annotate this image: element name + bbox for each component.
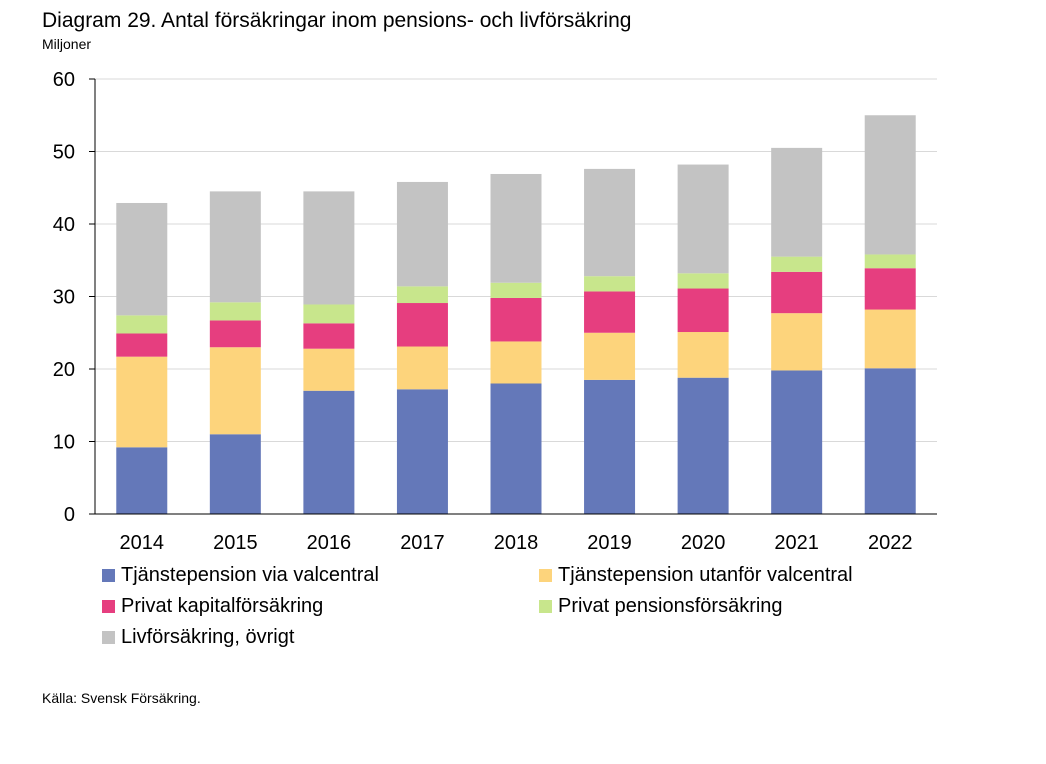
x-tick-label: 2021 bbox=[774, 532, 819, 554]
bar-segment-2021-s0 bbox=[771, 370, 823, 514]
bar-segment-2015-s1 bbox=[209, 347, 261, 435]
x-tick-label: 2020 bbox=[681, 532, 726, 554]
source-note: Källa: Svensk Försäkring. bbox=[42, 690, 201, 706]
bar-segment-2020-s0 bbox=[677, 377, 729, 514]
bar-segment-2016-s1 bbox=[303, 348, 355, 391]
legend-swatch bbox=[539, 600, 552, 613]
bar-segment-2017-s3 bbox=[396, 286, 448, 304]
y-axis-unit-label: Miljoner bbox=[42, 36, 92, 52]
bar-segment-2022-s3 bbox=[864, 254, 916, 269]
bar-segment-2020-s3 bbox=[677, 273, 729, 289]
bar-segment-2017-s4 bbox=[396, 181, 448, 287]
stacked-bar-chart: 0 10 20 30 40 50 60 2014 2015 2016 2017 2018 2019 202… bbox=[53, 69, 937, 554]
legend-label: Livförsäkring, övrigt bbox=[121, 626, 295, 648]
bar-segment-2014-s0 bbox=[116, 447, 168, 514]
legend-item: Livförsäkring, övrigt bbox=[102, 626, 294, 649]
y-tick-label: 60 bbox=[53, 69, 75, 91]
bar-segment-2019-s2 bbox=[584, 291, 636, 333]
legend-item: Privat kapitalförsäkring bbox=[102, 595, 323, 618]
legend-item: Tjänstepension utanför valcentral bbox=[539, 564, 853, 587]
x-tick-label: 2019 bbox=[587, 532, 632, 554]
bar-segment-2015-s2 bbox=[209, 320, 261, 348]
bar-segment-2018-s4 bbox=[490, 173, 542, 283]
bar-segment-2016-s2 bbox=[303, 323, 355, 349]
bar-segment-2016-s0 bbox=[303, 390, 355, 514]
bar-segment-2014-s2 bbox=[116, 333, 168, 357]
bar-segment-2020-s1 bbox=[677, 332, 729, 378]
bar-segment-2015-s0 bbox=[209, 434, 261, 514]
bar-segment-2022-s4 bbox=[864, 115, 916, 255]
y-tick-label: 20 bbox=[53, 359, 75, 381]
bar-segment-2019-s0 bbox=[584, 379, 636, 514]
bar-segment-2022-s2 bbox=[864, 268, 916, 310]
bar-segment-2014-s4 bbox=[116, 202, 168, 316]
axes bbox=[89, 78, 937, 515]
bar-segment-2021-s2 bbox=[771, 271, 823, 314]
bar-segment-2021-s3 bbox=[771, 256, 823, 272]
legend-label: Tjänstepension via valcentral bbox=[121, 564, 379, 586]
bar-segment-2017-s2 bbox=[396, 303, 448, 347]
y-tick-label: 0 bbox=[64, 504, 75, 526]
legend-label: Privat pensionsförsäkring bbox=[558, 595, 783, 617]
bar-segment-2019-s3 bbox=[584, 276, 636, 292]
legend-label: Privat kapitalförsäkring bbox=[121, 595, 324, 617]
bars bbox=[116, 115, 916, 514]
y-tick-label: 10 bbox=[53, 432, 75, 454]
legend-item: Privat pensionsförsäkring bbox=[539, 595, 783, 618]
bar-segment-2017-s0 bbox=[396, 389, 448, 514]
x-tick-label: 2015 bbox=[213, 532, 258, 554]
bar-segment-2018-s1 bbox=[490, 341, 542, 384]
y-tick-label: 50 bbox=[53, 142, 75, 164]
bar-segment-2017-s1 bbox=[396, 346, 448, 390]
y-tick-label: 30 bbox=[53, 287, 75, 309]
legend-swatch bbox=[102, 631, 115, 644]
y-tick-label: 40 bbox=[53, 214, 75, 236]
bar-segment-2018-s0 bbox=[490, 383, 542, 514]
legend-item: Tjänstepension via valcentral bbox=[102, 564, 379, 587]
bar-segment-2016-s3 bbox=[303, 304, 355, 324]
bar-segment-2020-s2 bbox=[677, 288, 729, 333]
bar-segment-2015-s4 bbox=[209, 191, 261, 303]
x-tick-label: 2022 bbox=[868, 532, 913, 554]
bar-segment-2019-s1 bbox=[584, 332, 636, 380]
x-tick-label: 2018 bbox=[494, 532, 539, 554]
bar-segment-2014-s1 bbox=[116, 356, 168, 448]
bar-segment-2018-s2 bbox=[490, 297, 542, 342]
x-tick-label: 2014 bbox=[120, 532, 165, 554]
legend-swatch bbox=[539, 569, 552, 582]
bar-segment-2022-s1 bbox=[864, 309, 916, 369]
bar-segment-2020-s4 bbox=[677, 164, 729, 274]
legend-swatch bbox=[102, 600, 115, 613]
bar-segment-2021-s4 bbox=[771, 147, 823, 257]
bar-segment-2015-s3 bbox=[209, 302, 261, 321]
x-tick-label: 2017 bbox=[400, 532, 445, 554]
x-tick-label: 2016 bbox=[307, 532, 352, 554]
bar-segment-2022-s0 bbox=[864, 368, 916, 514]
tick-labels: 0 10 20 30 40 50 60 2014 2015 2016 2017 2018 2019 202… bbox=[53, 69, 913, 554]
bar-segment-2016-s4 bbox=[303, 191, 355, 305]
bar-segment-2014-s3 bbox=[116, 315, 168, 334]
legend-label: Tjänstepension utanför valcentral bbox=[558, 564, 853, 586]
chart-title: Diagram 29. Antal försäkringar inom pens… bbox=[42, 9, 632, 32]
bar-segment-2021-s1 bbox=[771, 313, 823, 371]
bar-segment-2018-s3 bbox=[490, 282, 542, 298]
bar-segment-2019-s4 bbox=[584, 168, 636, 277]
legend-swatch bbox=[102, 569, 115, 582]
